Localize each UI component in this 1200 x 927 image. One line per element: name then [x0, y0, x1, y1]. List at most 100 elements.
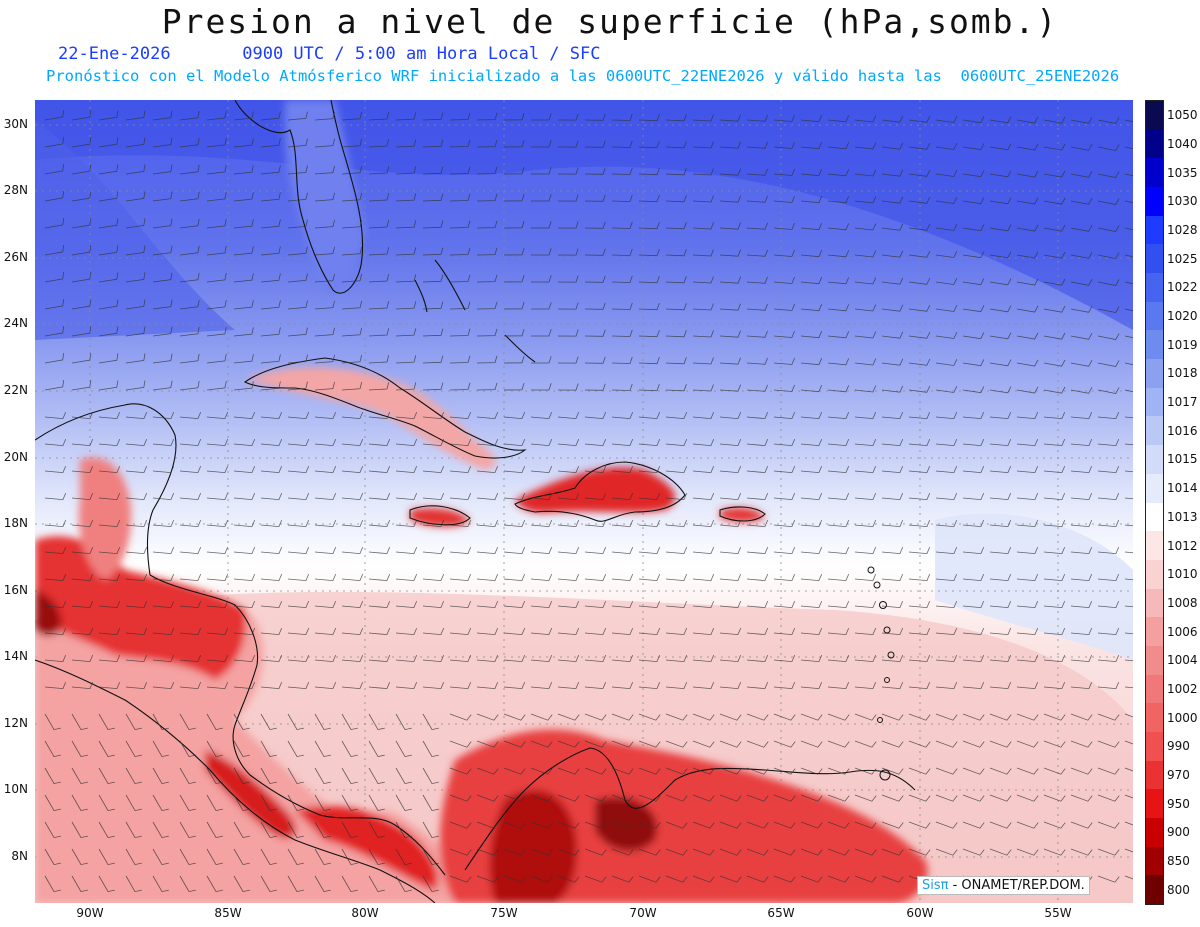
wind-barb — [125, 353, 146, 364]
wind-barb — [531, 194, 552, 202]
colorbar-level: 1000 — [1167, 710, 1198, 725]
wind-barb — [800, 304, 823, 312]
wind-barb — [638, 821, 661, 829]
wind-barb — [989, 794, 1012, 802]
wind-barb — [719, 141, 741, 149]
wind-barb — [935, 573, 958, 582]
wind-barb — [125, 465, 148, 474]
wind-barb — [827, 681, 850, 690]
wind-barb — [531, 140, 552, 148]
wind-barb — [692, 438, 715, 447]
wind-barb — [206, 138, 227, 148]
wind-barb — [503, 438, 526, 447]
wind-barb — [773, 627, 796, 636]
wind-barb — [125, 326, 146, 337]
wind-barb — [44, 244, 65, 256]
colorbar-swatch — [1146, 215, 1163, 245]
wind-barb — [233, 381, 254, 391]
wind-barb — [71, 137, 92, 148]
wind-barb — [1097, 573, 1120, 582]
wind-barb — [341, 546, 364, 555]
wind-barb — [206, 111, 227, 121]
wind-barb — [989, 170, 1012, 178]
wind-barb — [773, 492, 796, 501]
wind-barb — [773, 330, 795, 338]
wind-barb — [1124, 578, 1133, 581]
wind-barb — [935, 794, 958, 802]
colorbar-swatch — [1146, 244, 1163, 274]
wind-barb — [1124, 659, 1133, 662]
florida-land — [284, 100, 365, 293]
wind-barb — [476, 112, 498, 121]
wind-barb — [152, 164, 173, 175]
wind-barb — [44, 109, 65, 121]
wind-barb — [1124, 821, 1133, 826]
wind-barb — [179, 492, 202, 501]
wind-barb — [584, 411, 607, 420]
wind-barb — [233, 740, 250, 758]
wind-barb — [125, 137, 146, 148]
wind-barb — [341, 246, 363, 256]
wind-barb — [44, 438, 67, 447]
wind-barb — [422, 274, 444, 283]
wind-barb — [854, 740, 877, 748]
wind-barb — [557, 627, 580, 636]
colorbar-swatch — [1146, 359, 1163, 389]
colorbar-level: 1015 — [1167, 452, 1198, 467]
wind-barb — [557, 875, 580, 883]
wind-barb — [584, 383, 606, 391]
wind-barb — [881, 713, 904, 721]
wind-barb — [314, 300, 335, 310]
wind-barb — [638, 248, 660, 257]
wind-barb — [530, 492, 553, 501]
wind-barb — [125, 794, 142, 812]
forecast-note: Pronóstico con el Modelo Atmósferico WRF… — [46, 67, 1120, 85]
wind-barb — [179, 600, 202, 609]
wind-barb — [152, 627, 175, 636]
wind-barb — [125, 767, 142, 785]
wind-barb — [827, 331, 850, 339]
wind-barb — [584, 573, 607, 582]
wind-barb — [1124, 605, 1133, 608]
wind-barb — [1043, 359, 1066, 367]
wind-barb — [422, 193, 444, 202]
wind-barb — [125, 821, 142, 839]
wind-barb — [206, 740, 223, 758]
wind-barb — [908, 767, 931, 775]
wind-barb — [935, 197, 958, 204]
wind-barb — [530, 546, 553, 555]
wind-barb — [98, 627, 121, 636]
wind-barb — [179, 573, 202, 582]
wind-barb — [98, 767, 115, 785]
wind-barb — [1016, 713, 1039, 721]
wind-barb — [611, 546, 634, 555]
wind-barb — [476, 328, 498, 337]
wind-barb — [206, 354, 227, 364]
wind-barb — [584, 713, 607, 721]
wind-barb — [935, 681, 958, 690]
wind-barb — [152, 519, 175, 528]
wind-barb — [854, 411, 877, 420]
wind-barb — [368, 411, 391, 420]
wind-barb — [233, 354, 254, 364]
wind-barb — [746, 411, 769, 420]
wind-barb — [206, 300, 227, 310]
wind-barb — [1070, 492, 1093, 501]
wind-barb — [179, 654, 202, 663]
wind-barb — [71, 110, 92, 121]
wind-barb — [125, 681, 148, 690]
wind-barb — [638, 465, 661, 474]
wind-barb — [341, 600, 364, 609]
wind-barb — [287, 492, 310, 501]
wind-barb — [935, 224, 958, 231]
wind-barb — [827, 223, 850, 231]
wind-barb — [800, 438, 823, 447]
wind-barb — [719, 114, 741, 122]
wind-barb — [908, 196, 931, 204]
panama-low — [295, 806, 438, 890]
wind-barb — [206, 219, 227, 229]
colorbar-swatch — [1146, 502, 1163, 532]
wind-barb — [260, 600, 283, 609]
wind-barb — [368, 546, 391, 555]
wind-barb — [638, 329, 660, 338]
